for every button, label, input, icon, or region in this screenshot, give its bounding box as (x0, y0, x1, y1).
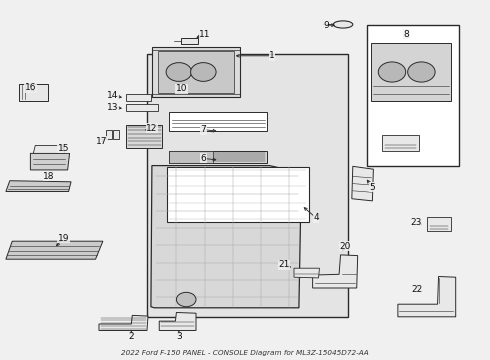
Text: 7: 7 (200, 125, 206, 134)
Polygon shape (294, 268, 319, 278)
Polygon shape (30, 153, 70, 170)
Text: 6: 6 (200, 154, 206, 163)
Polygon shape (151, 166, 301, 308)
Bar (158, 51, 234, 93)
Text: 5: 5 (369, 183, 375, 192)
Text: 11: 11 (199, 30, 211, 39)
Text: 18: 18 (43, 172, 55, 181)
Polygon shape (99, 315, 148, 330)
Text: 2: 2 (128, 333, 134, 341)
Text: 10: 10 (175, 84, 187, 93)
Bar (19, 84, 48, 101)
Polygon shape (152, 47, 240, 97)
Polygon shape (33, 145, 65, 153)
Bar (169, 151, 213, 163)
Text: 13: 13 (107, 103, 119, 112)
Text: 20: 20 (340, 242, 351, 251)
Bar (169, 112, 267, 131)
Polygon shape (126, 125, 162, 148)
Text: 1: 1 (269, 51, 275, 60)
Bar (126, 94, 151, 101)
Circle shape (176, 292, 196, 307)
Polygon shape (6, 181, 71, 192)
Polygon shape (6, 241, 103, 259)
Text: 15: 15 (58, 144, 70, 153)
Text: 2022 Ford F-150 PANEL - CONSOLE Diagram for ML3Z-15045D72-AA: 2022 Ford F-150 PANEL - CONSOLE Diagram … (121, 350, 369, 356)
Polygon shape (352, 166, 373, 201)
Bar (147, 54, 348, 317)
Circle shape (408, 62, 435, 82)
Text: 17: 17 (96, 136, 107, 145)
Text: 4: 4 (313, 213, 319, 222)
Bar (167, 167, 309, 222)
Text: 8: 8 (404, 30, 410, 39)
Bar (382, 135, 419, 151)
Text: 12: 12 (146, 123, 158, 132)
Ellipse shape (333, 21, 353, 28)
Text: 19: 19 (58, 234, 70, 243)
Polygon shape (169, 151, 267, 163)
Polygon shape (371, 43, 451, 101)
Text: 22: 22 (412, 285, 423, 294)
Text: 9: 9 (323, 21, 329, 30)
Bar (427, 217, 451, 231)
Text: 16: 16 (24, 83, 36, 92)
Bar (113, 130, 119, 139)
Text: 3: 3 (176, 333, 182, 341)
Circle shape (378, 62, 406, 82)
Circle shape (166, 63, 192, 81)
Text: 23: 23 (411, 218, 422, 227)
Polygon shape (181, 38, 198, 44)
Text: 21: 21 (278, 261, 290, 269)
Circle shape (191, 63, 216, 81)
Polygon shape (398, 276, 456, 317)
Text: 14: 14 (107, 91, 119, 100)
Polygon shape (313, 255, 358, 288)
Polygon shape (159, 312, 196, 330)
Bar (367, 25, 459, 166)
Bar (106, 130, 112, 139)
Bar (126, 104, 158, 111)
